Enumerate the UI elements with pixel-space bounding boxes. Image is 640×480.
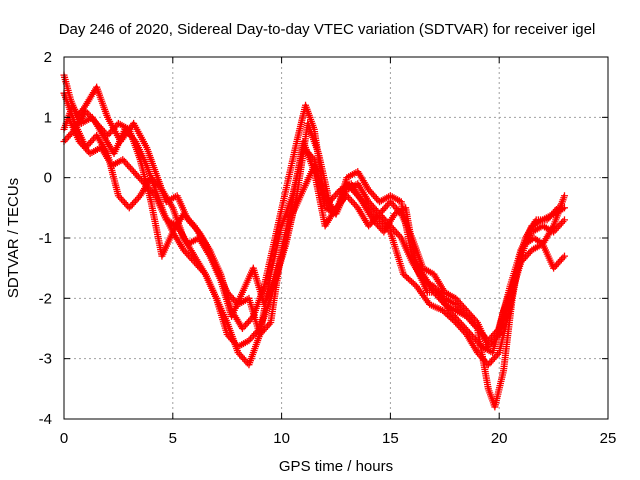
data-point (125, 204, 133, 212)
x-tick-label: 5 (169, 430, 177, 447)
trail-marker (65, 132, 73, 140)
trail-marker (404, 275, 412, 283)
trail-marker (66, 131, 74, 139)
trail-marker (556, 257, 564, 265)
y-tick-label: 2 (44, 49, 52, 66)
trail-marker (380, 205, 388, 213)
trail-marker (88, 137, 96, 145)
trail-marker (62, 136, 70, 144)
trail-marker (368, 189, 376, 197)
trail-marker (120, 157, 128, 165)
trail-marker (125, 162, 133, 170)
data-point (554, 204, 562, 212)
data-point (560, 216, 568, 224)
y-axis-label: SDTVAR / TECUs (5, 178, 22, 298)
trail-marker (369, 191, 377, 199)
trail-marker (131, 197, 139, 205)
tick-marks (63, 56, 609, 420)
trail-marker (119, 197, 127, 205)
trail-marker (242, 321, 250, 329)
trail-marker (403, 273, 411, 281)
trail-marker (128, 200, 136, 208)
x-axis-label: GPS time / hours (279, 458, 393, 475)
trail-marker (243, 319, 251, 327)
trail-marker (489, 356, 497, 364)
trail-marker (382, 203, 390, 211)
data-point (439, 306, 447, 314)
trail-marker (349, 199, 357, 207)
data-point (560, 192, 568, 200)
x-tick-label: 0 (60, 430, 68, 447)
data-point (560, 252, 568, 260)
trail-marker (131, 169, 139, 177)
trail-marker (557, 256, 565, 264)
trail-marker (408, 278, 416, 286)
trail-marker (406, 276, 414, 284)
y-tick-label: -3 (39, 351, 52, 368)
trail-marker (393, 229, 401, 237)
trail-marker (122, 200, 130, 208)
trail-marker (348, 197, 356, 205)
trail-marker (128, 166, 136, 174)
y-tick-label: -4 (39, 411, 52, 428)
trail-marker (121, 199, 129, 207)
x-tick-label: 25 (600, 430, 617, 447)
data-points (60, 71, 568, 411)
trail-marker (133, 195, 141, 203)
trail-marker (371, 193, 379, 201)
trail-marker (130, 199, 138, 207)
y-tick-label: -1 (39, 230, 52, 247)
trail-marker (390, 201, 398, 209)
trail-marker (240, 356, 248, 364)
trail-marker (127, 164, 135, 172)
trail-marker (346, 195, 354, 203)
trail-marker (377, 208, 385, 216)
trail-marker (559, 218, 567, 226)
data-point (130, 168, 138, 176)
trail-marker (401, 272, 409, 280)
trail-marker (123, 161, 131, 169)
x-tick-label: 20 (491, 430, 508, 447)
trail-marker (239, 354, 247, 362)
x-tick-label: 15 (382, 430, 399, 447)
trail-marker (63, 134, 71, 142)
trail-marker (237, 352, 245, 360)
trail-marker (351, 200, 359, 208)
y-tick-labels: -4 -3 -2 -1 0 1 2 (39, 49, 52, 428)
chart-title: Day 246 of 2020, Sidereal Day-to-day VTE… (59, 21, 596, 38)
series-track-5 (64, 113, 562, 357)
trail-marker (105, 130, 113, 138)
y-tick-label: 1 (44, 109, 52, 126)
trail-marker (554, 259, 562, 267)
y-tick-label: 0 (44, 170, 52, 187)
trail-marker (127, 202, 135, 210)
trail-marker (248, 333, 256, 341)
trail-marker (440, 308, 448, 316)
x-tick-label: 10 (273, 430, 290, 447)
trail-marker (557, 219, 565, 227)
trail-marker (556, 221, 564, 229)
trail-marker (394, 231, 402, 239)
x-tick-labels: 0 5 10 15 20 25 (60, 430, 617, 447)
trail-marker (118, 195, 126, 203)
data-point (399, 270, 407, 278)
trail-marker (559, 254, 567, 262)
trail-marker (442, 309, 450, 317)
trail-marker (409, 279, 417, 287)
trail-marker (379, 206, 387, 214)
y-tick-label: -2 (39, 290, 52, 307)
trail-marker (391, 203, 399, 211)
trail-marker (245, 318, 253, 326)
trail-marker (487, 357, 495, 365)
trail-marker (383, 201, 391, 209)
trail-marker (86, 138, 94, 146)
